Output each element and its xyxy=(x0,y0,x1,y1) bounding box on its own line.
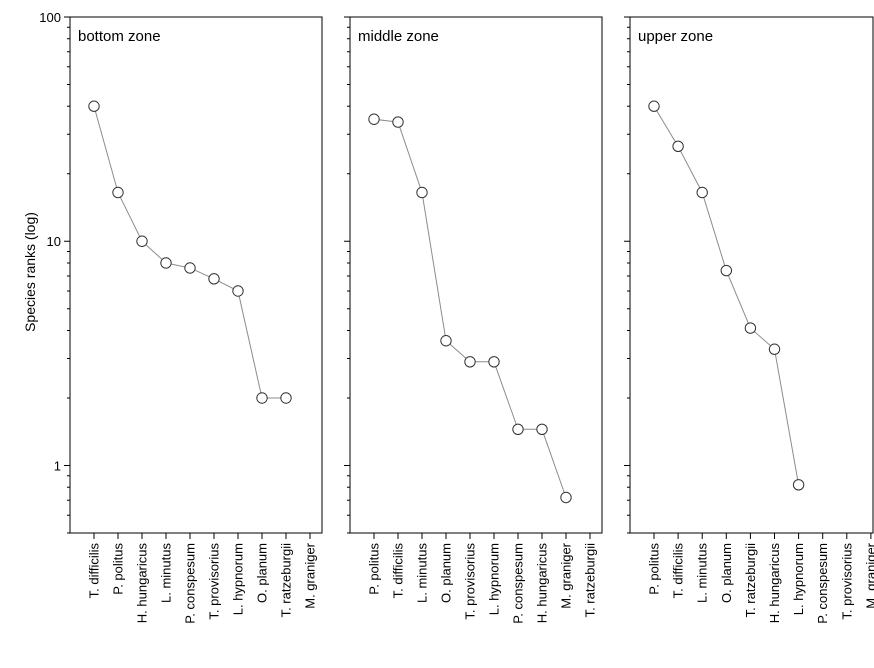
category-label-o-planum: O. planum xyxy=(719,543,734,603)
category-label-t-provisorius: T. provisorius xyxy=(839,543,854,620)
data-point-o-planum xyxy=(440,335,452,347)
data-point-l-minutus xyxy=(160,257,172,269)
series-line xyxy=(373,118,567,498)
data-point-o-planum xyxy=(720,264,732,277)
y-axis-label: Species ranks (log) xyxy=(22,212,38,332)
data-point-h-hungaricus xyxy=(536,423,548,436)
data-point-t-difficilis xyxy=(392,116,404,128)
category-label-h-hungaricus: H. hungaricus xyxy=(135,543,150,624)
data-point-l-minutus xyxy=(696,186,708,199)
panel-title: bottom zone xyxy=(78,28,161,45)
data-point-h-hungaricus xyxy=(136,235,148,247)
data-point-p-politus xyxy=(368,113,380,125)
series-line xyxy=(93,106,286,399)
panel-upper-zone: upper zone P. politus T. difficilis L. minu… xyxy=(624,16,874,624)
category-label-l-hypnorum: L. hypnorum xyxy=(231,543,246,615)
category-label-m-graniger: M. graniger xyxy=(303,542,318,608)
category-label-t-ratzeburgii: T. ratzeburgii xyxy=(583,543,598,618)
panel-middle-zone: middle zone P. politus T. difficilis L. min… xyxy=(344,16,603,624)
category-label-t-difficilis: T. difficilis xyxy=(391,543,406,599)
data-point-l-minutus xyxy=(416,186,428,199)
category-label-l-minutus: L. minutus xyxy=(415,543,430,603)
category-label-p-politus: P. politus xyxy=(111,543,126,595)
data-point-l-hypnorum xyxy=(232,285,244,297)
series-line xyxy=(653,105,800,485)
category-label-m-graniger: M. graniger xyxy=(863,542,874,608)
data-point-t-provisorius xyxy=(208,273,220,285)
category-label-t-provisorius: T. provisorius xyxy=(207,543,222,620)
data-point-m-graniger xyxy=(560,491,572,504)
category-label-l-minutus: L. minutus xyxy=(695,543,710,603)
category-label-h-hungaricus: H. hungaricus xyxy=(535,543,550,624)
data-point-t-difficilis xyxy=(672,140,684,153)
category-label-p-conspesum: P. conspesum xyxy=(183,543,198,624)
category-label-t-difficilis: T. difficilis xyxy=(671,543,686,599)
plot-frame xyxy=(69,16,323,534)
category-label-t-ratzeburgii: T. ratzeburgii xyxy=(743,543,758,618)
panel-bottom-zone: 1 10 100 bottom zone T. difficilis P. politus… xyxy=(39,10,323,624)
category-label-l-hypnorum: L. hypnorum xyxy=(487,543,502,615)
category-label-t-difficilis: T. difficilis xyxy=(87,543,102,599)
category-label-h-hungaricus: H. hungaricus xyxy=(767,543,782,624)
data-point-t-difficilis xyxy=(88,100,100,112)
data-point-h-hungaricus xyxy=(768,343,781,355)
data-point-l-hypnorum xyxy=(488,356,500,368)
category-label-p-conspesum: P. conspesum xyxy=(815,543,830,624)
category-label-o-planum: O. planum xyxy=(255,543,270,603)
category-label-t-provisorius: T. provisorius xyxy=(463,543,478,620)
data-point-t-ratzeburgii xyxy=(280,392,292,404)
category-label-p-politus: P. politus xyxy=(647,543,662,595)
category-label-t-ratzeburgii: T. ratzeburgii xyxy=(279,543,294,618)
data-point-p-conspesum xyxy=(512,423,524,436)
y-tick-label: 10 xyxy=(47,234,61,249)
data-point-t-provisorius xyxy=(464,356,476,368)
plot-frame xyxy=(349,16,603,534)
category-label-p-conspesum: P. conspesum xyxy=(511,543,526,624)
category-label-l-minutus: L. minutus xyxy=(159,543,174,603)
plot-frame xyxy=(629,16,874,534)
category-label-m-graniger: M. graniger xyxy=(559,542,574,608)
data-point-p-politus xyxy=(648,100,660,112)
data-point-l-hypnorum xyxy=(792,479,805,491)
category-label-p-politus: P. politus xyxy=(367,543,382,595)
data-point-p-politus xyxy=(112,186,124,199)
category-label-l-hypnorum: L. hypnorum xyxy=(791,543,806,615)
panel-title: middle zone xyxy=(358,28,439,45)
panel-title: upper zone xyxy=(638,28,713,45)
data-point-t-ratzeburgii xyxy=(744,322,757,334)
data-point-o-planum xyxy=(256,392,268,404)
category-label-o-planum: O. planum xyxy=(439,543,454,603)
data-point-p-conspesum xyxy=(184,262,196,274)
y-tick-label: 1 xyxy=(54,458,61,473)
y-tick-label: 100 xyxy=(39,10,61,25)
